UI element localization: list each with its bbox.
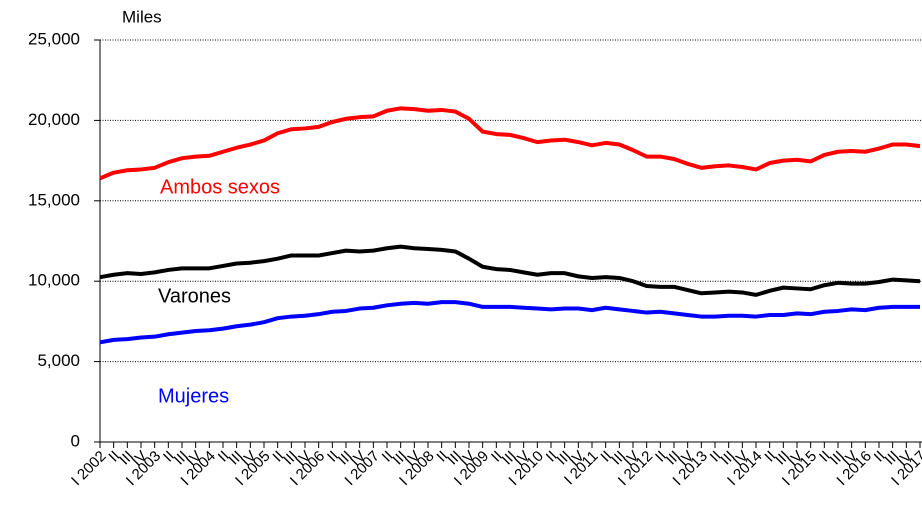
series-line (99, 244, 921, 297)
y-tick-label: 0 (71, 431, 80, 450)
y-tick-label: 5,000 (37, 351, 80, 370)
y-tick-label: 10,000 (28, 271, 80, 290)
series-label: Ambos sexos (160, 176, 280, 198)
series-label: Mujeres (158, 385, 229, 407)
y-axis-label: Miles (122, 7, 162, 26)
series-line (99, 300, 920, 345)
series-line (99, 106, 921, 181)
series-label: Varones (158, 285, 231, 307)
x-tick-label: I 2002 (68, 448, 110, 490)
y-tick-label: 25,000 (28, 29, 80, 48)
y-tick-label: 20,000 (28, 110, 80, 129)
y-tick-label: 15,000 (28, 190, 80, 209)
